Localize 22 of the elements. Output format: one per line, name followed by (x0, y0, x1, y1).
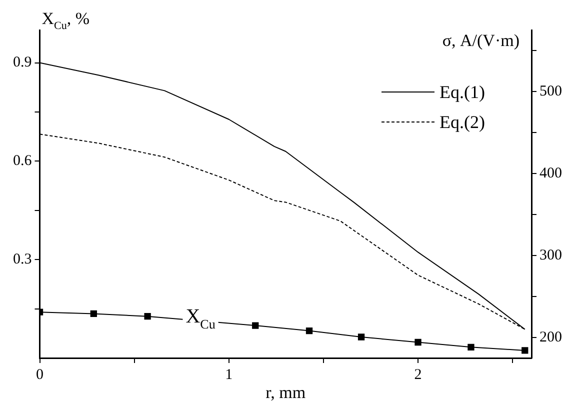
y-tick-label: 0.6 (13, 153, 32, 170)
x-axis-title: r, mm (266, 383, 306, 402)
y2-tick-label: 500 (540, 83, 562, 100)
legend-label: Eq.(1) (440, 82, 485, 102)
y2-tick-label: 400 (540, 165, 562, 182)
point (252, 322, 259, 329)
x-tick-label: 2 (414, 366, 422, 383)
y2-axis-title: σ, A/(V·m) (442, 31, 520, 50)
x-tick-label: 1 (225, 366, 233, 383)
y-tick-label: 0.3 (13, 252, 32, 268)
point (306, 327, 313, 334)
y2-tick-label: 200 (540, 329, 562, 346)
point (144, 313, 151, 320)
point (358, 334, 365, 340)
point (468, 344, 474, 351)
y2-tick-label: 300 (540, 247, 562, 264)
point (414, 338, 422, 346)
x-tick-label: 0 (36, 366, 44, 383)
point (90, 310, 97, 318)
legend-label: Eq.(2) (440, 112, 485, 132)
point (522, 347, 528, 354)
y-tick-label: 0.9 (13, 54, 32, 71)
